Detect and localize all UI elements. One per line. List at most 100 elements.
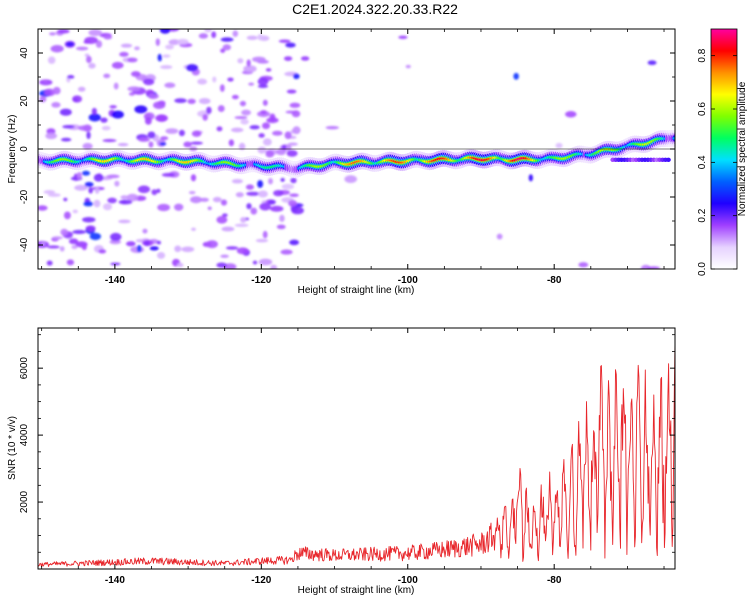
spectrogram-noise-blob bbox=[63, 197, 68, 202]
spectrogram-noise-blob bbox=[155, 114, 168, 122]
x-tick-label: -100 bbox=[398, 275, 418, 286]
spectrogram-noise-blob bbox=[207, 206, 212, 211]
spectrogram-noise-blob bbox=[142, 228, 148, 234]
spectrogram-noise-blob bbox=[98, 249, 107, 254]
colorbar: 0.0 0.2 0.4 0.6 0.8 Normalized spectral ampl… bbox=[697, 28, 748, 276]
spectrogram-noise-blob bbox=[241, 109, 252, 116]
spectrogram-noise-blob bbox=[47, 245, 60, 249]
spectrogram-noise-blob bbox=[528, 174, 533, 182]
spectrogram-noise-blob bbox=[51, 102, 61, 108]
spectrogram-noise-blob bbox=[578, 262, 589, 268]
x-tick-label: -80 bbox=[547, 275, 562, 286]
spectrogram-noise-blob bbox=[93, 173, 104, 182]
spectrogram-noise-blob bbox=[405, 64, 411, 69]
spectrogram-noise-blob bbox=[270, 264, 278, 269]
spectrogram-noise-blob bbox=[62, 125, 75, 129]
spectrogram-noise-blob bbox=[155, 38, 160, 46]
spectrogram-noise-blob bbox=[144, 117, 152, 125]
spectrogram-noise-blob bbox=[187, 98, 196, 104]
y-tick-label: 0 bbox=[19, 146, 30, 152]
spectrogram-noise-blob bbox=[176, 38, 189, 45]
spectrogram-noise-blob bbox=[238, 142, 246, 151]
spectrogram-noise-blob bbox=[86, 55, 92, 64]
spectrogram-noise-blob bbox=[102, 139, 117, 143]
spectrogram-noise-blob bbox=[153, 101, 166, 109]
spectrogram-noise-blob bbox=[174, 203, 184, 211]
spectrogram-noise-blob bbox=[272, 130, 283, 136]
spectrogram-noise-blob bbox=[109, 239, 122, 245]
figure-title: C2E1.2024.322.20.33.R22 bbox=[292, 1, 458, 17]
spectrogram-noise-blob bbox=[59, 108, 72, 116]
spectrogram-noise-blob bbox=[246, 203, 252, 210]
spectrogram-noise-blob bbox=[138, 137, 150, 142]
spectrogram-noise-blob bbox=[258, 190, 268, 198]
spectrogram-noise-blob bbox=[190, 196, 203, 204]
spectrogram-noise-blob bbox=[262, 99, 268, 106]
spectrogram-noise-blob bbox=[118, 199, 133, 205]
colorbar-gradient bbox=[711, 29, 737, 269]
spectrogram-noise-blob bbox=[147, 131, 156, 139]
spectrogram-noise-blob bbox=[204, 29, 212, 33]
spectrogram-noise-blob bbox=[183, 141, 192, 148]
spectrogram-noise-blob bbox=[291, 206, 304, 215]
spectrogram-noise-blob bbox=[160, 65, 173, 70]
spectrogram-noise-blob bbox=[178, 129, 185, 137]
y-tick-label: 20 bbox=[19, 95, 30, 107]
spectrogram-noise-blob bbox=[71, 244, 78, 250]
spectrogram-noise-blob bbox=[81, 244, 87, 251]
spectrogram-noise-blob bbox=[88, 113, 102, 122]
spectrogram-noise-blob bbox=[261, 122, 271, 130]
spectrogram-noise-blob bbox=[111, 110, 124, 119]
spectrogram-noise-blob bbox=[228, 139, 235, 147]
spectrogram-noise-blob bbox=[52, 86, 61, 95]
spectrogram-noise-blob bbox=[252, 56, 266, 63]
spectrogram-noise-blob bbox=[249, 125, 260, 130]
spectrogram-noise-blob bbox=[151, 189, 158, 196]
spectrogram-noise-blob bbox=[45, 132, 58, 140]
snr-y-ticks: 2000 4000 6000 bbox=[19, 334, 675, 570]
spectrogram-noise-blob bbox=[289, 193, 299, 197]
spectrogram-noise-blob bbox=[217, 105, 225, 113]
spectrogram-noise-blob bbox=[100, 117, 108, 123]
spectrogram-noise-blob bbox=[86, 131, 91, 140]
spectrogram-noise-blob bbox=[106, 174, 120, 179]
spectrogram-noise-blob bbox=[159, 142, 167, 146]
spectrogram-noise-blob bbox=[232, 30, 239, 38]
spectrogram-noise-blob bbox=[47, 193, 61, 197]
spectrogram-noise-blob bbox=[95, 40, 103, 48]
spectrogram-noise-blob bbox=[88, 29, 103, 37]
spectrogram-noise-blob bbox=[273, 189, 284, 197]
spectrogram-noise-blob bbox=[286, 149, 298, 157]
spectrogram-noise-blob bbox=[220, 254, 229, 258]
spectrogram-noise-blob bbox=[59, 246, 65, 252]
spectrogram-noise-blob bbox=[190, 141, 203, 145]
spectrogram-noise-blob bbox=[103, 35, 113, 40]
spectrogram-noise-blob bbox=[289, 102, 301, 108]
spectrogram-noise-blob bbox=[111, 61, 124, 69]
spectrogram-noise-blob bbox=[148, 141, 154, 148]
spectrogram-noise-blob bbox=[120, 195, 129, 200]
spectrogram-noise-blob bbox=[46, 260, 53, 266]
y-tick-label: -40 bbox=[19, 237, 30, 252]
spectrogram-noise-blob bbox=[136, 244, 142, 253]
spectrogram-noise-blob bbox=[288, 199, 298, 207]
spectrogram-noise-blob bbox=[76, 172, 82, 180]
spectrogram-noise-blob bbox=[72, 229, 87, 235]
spectrogram-noise-blob bbox=[199, 197, 209, 202]
spectrogram-noise-blob bbox=[325, 125, 340, 130]
spectrogram-noise-blob bbox=[291, 110, 301, 118]
spectrogram-noise-blob bbox=[143, 240, 150, 247]
spectrogram-noise-blob bbox=[118, 219, 131, 224]
colorbar-label: Normalized spectral amplitude bbox=[737, 81, 748, 216]
spectrogram-noise-blob bbox=[292, 126, 301, 135]
spectrogram-noise-blob bbox=[266, 117, 279, 124]
spectrogram-noise-blob bbox=[72, 97, 79, 102]
spectrogram-noise-blob bbox=[186, 64, 199, 72]
spectrogram-noise-blob bbox=[47, 56, 56, 64]
spectrogram-noise-blob bbox=[76, 46, 89, 51]
spectrogram-noise-blob bbox=[206, 240, 218, 249]
spectrogram-noise-blob bbox=[109, 105, 117, 109]
y-tick-label: 2000 bbox=[19, 490, 30, 513]
spectrogram-panel: -140 -120 -100 -80 -40 -20 0 20 40 Height of st… bbox=[7, 28, 676, 296]
spectrogram-noise-blob bbox=[63, 211, 71, 220]
